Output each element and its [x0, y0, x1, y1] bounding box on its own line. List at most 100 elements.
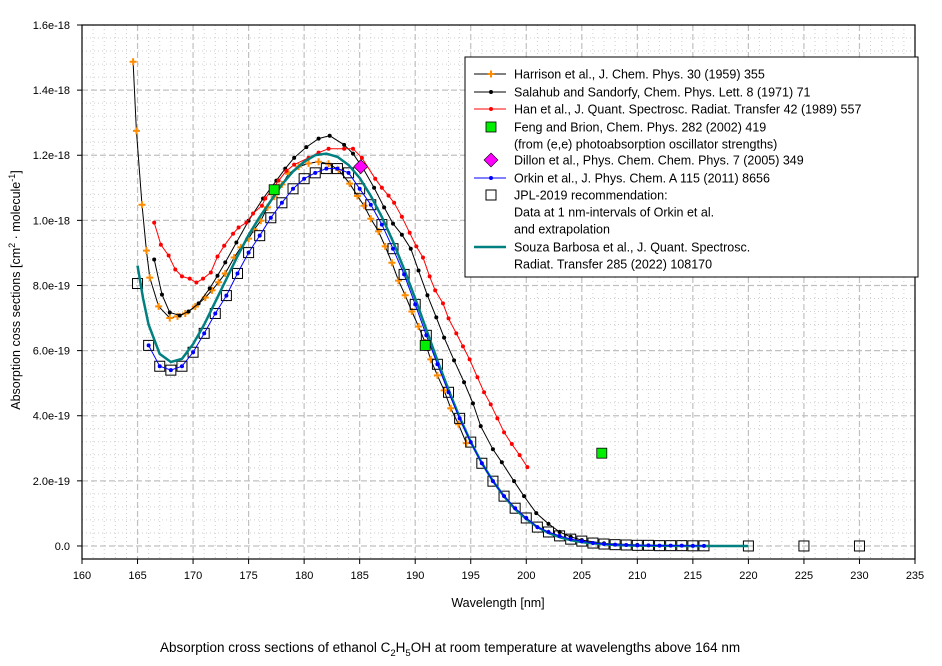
data-point-square	[596, 447, 608, 459]
data-point-dot	[359, 155, 364, 160]
series-layer	[129, 58, 865, 552]
data-point-dot	[173, 267, 178, 272]
data-point-dot	[213, 311, 218, 316]
data-point-dot	[440, 301, 445, 306]
data-point-dot	[489, 90, 493, 94]
data-point-dot	[489, 107, 493, 111]
x-tick-label: 170	[184, 570, 202, 582]
data-point-dot	[517, 453, 522, 458]
caption-sub2: 5	[405, 648, 410, 659]
data-point-dot	[495, 416, 500, 421]
data-point-open-square	[798, 540, 810, 552]
data-point-open-square	[309, 167, 321, 179]
legend-label: Harrison et al., J. Chem. Phys. 30 (1959…	[514, 68, 765, 82]
data-point-dot	[373, 176, 378, 181]
legend-label: Feng and Brion, Chem. Phys. 282 (2002) 4…	[514, 121, 766, 135]
y-label-sup1: 2	[7, 243, 17, 248]
data-point-dot	[435, 362, 440, 367]
data-point-dot	[167, 310, 172, 315]
y-label-post: ]	[9, 170, 23, 173]
data-point-dot	[467, 357, 472, 362]
data-point-dot	[234, 240, 239, 245]
legend-label: (from (e,e) photoabsorption oscillator s…	[514, 138, 777, 152]
data-point-dot	[357, 186, 362, 191]
data-point-dot	[407, 230, 412, 235]
data-point-dot	[433, 288, 438, 293]
data-point-square	[485, 121, 497, 133]
data-point-dot	[399, 232, 404, 237]
data-point-open-square	[454, 412, 466, 424]
legend-entry-5: Orkin et al., J. Phys. Chem. A 115 (2011…	[474, 172, 770, 186]
data-point-plus	[462, 439, 470, 447]
data-point-dot	[335, 166, 340, 171]
data-point-dot	[479, 461, 484, 466]
series-line	[132, 61, 467, 444]
data-point-dot	[159, 292, 164, 297]
legend-label: JPL-2019 recommendation:	[514, 189, 668, 203]
data-point-dot	[251, 211, 256, 216]
legend-label: and extrapolation	[514, 223, 610, 237]
x-axis-label: Wavelength [nm]	[451, 596, 544, 610]
series-line	[136, 152, 749, 548]
data-point-dot	[546, 529, 551, 534]
data-point-dot	[690, 543, 695, 548]
data-point-dot	[434, 315, 439, 320]
data-point-dot	[292, 162, 297, 167]
series-2	[152, 146, 530, 470]
data-point-dot	[390, 246, 395, 251]
series-3	[268, 184, 608, 459]
y-tick-label: 8.0e-19	[33, 280, 70, 292]
data-point-dot	[215, 254, 220, 259]
legend-entry-1: Salahub and Sandorfy, Chem. Phys. Lett. …	[474, 86, 811, 100]
data-point-dot	[513, 506, 518, 511]
data-point-plus	[433, 371, 441, 379]
data-point-open-square	[531, 521, 543, 533]
legend-label: Radiat. Transfer 285 (2022) 108170	[514, 258, 712, 272]
data-point-dot	[416, 268, 421, 273]
x-tick-label: 210	[628, 570, 646, 582]
legend-entry-7: Souza Barbosa et al., J. Quant. Spectros…	[474, 241, 750, 272]
data-point-open-square	[354, 183, 366, 195]
data-point-dot	[158, 242, 163, 247]
x-tick-label: 190	[406, 570, 424, 582]
data-point-dot	[244, 220, 249, 225]
x-tick-label: 205	[573, 570, 591, 582]
data-point-dot	[231, 231, 236, 236]
data-point-dot	[457, 416, 462, 421]
data-point-dot	[208, 270, 213, 275]
data-point-dot	[179, 274, 184, 279]
data-point-plus	[138, 201, 146, 209]
series-4	[353, 159, 369, 175]
x-tick-label: 195	[462, 570, 480, 582]
data-point-dot	[408, 246, 413, 251]
data-point-dot	[324, 166, 329, 171]
x-tick-label: 220	[739, 570, 757, 582]
data-point-dot	[568, 537, 573, 542]
caption-pre: Absorption cross sections of ethanol C	[160, 640, 391, 655]
data-point-plus	[132, 127, 140, 135]
data-point-square	[419, 339, 431, 351]
data-point-dot	[488, 402, 493, 407]
data-point-open-square	[154, 360, 166, 372]
data-point-open-square	[853, 540, 865, 552]
data-point-plus	[375, 227, 383, 235]
legend-label: Dillon et al., Phys. Chem. Chem. Phys. 7…	[514, 154, 804, 168]
data-point-plus	[360, 202, 368, 210]
data-point-plus	[142, 247, 150, 255]
legend: Harrison et al., J. Chem. Phys. 30 (1959…	[464, 56, 919, 278]
data-point-dot	[499, 460, 504, 465]
data-point-open-square	[476, 457, 488, 469]
x-tick-label: 180	[295, 570, 313, 582]
data-point-dot	[379, 185, 384, 190]
y-label-pre: Absorption coss sections [cm	[9, 248, 23, 410]
data-point-dot	[263, 196, 268, 201]
data-point-dot	[390, 221, 395, 226]
legend-box	[464, 56, 919, 278]
data-point-dot	[342, 146, 347, 151]
data-point-dot	[191, 350, 196, 355]
data-point-dot	[284, 168, 289, 173]
data-point-dot	[427, 274, 432, 279]
data-point-dot	[399, 214, 404, 219]
data-point-dot	[268, 215, 273, 220]
